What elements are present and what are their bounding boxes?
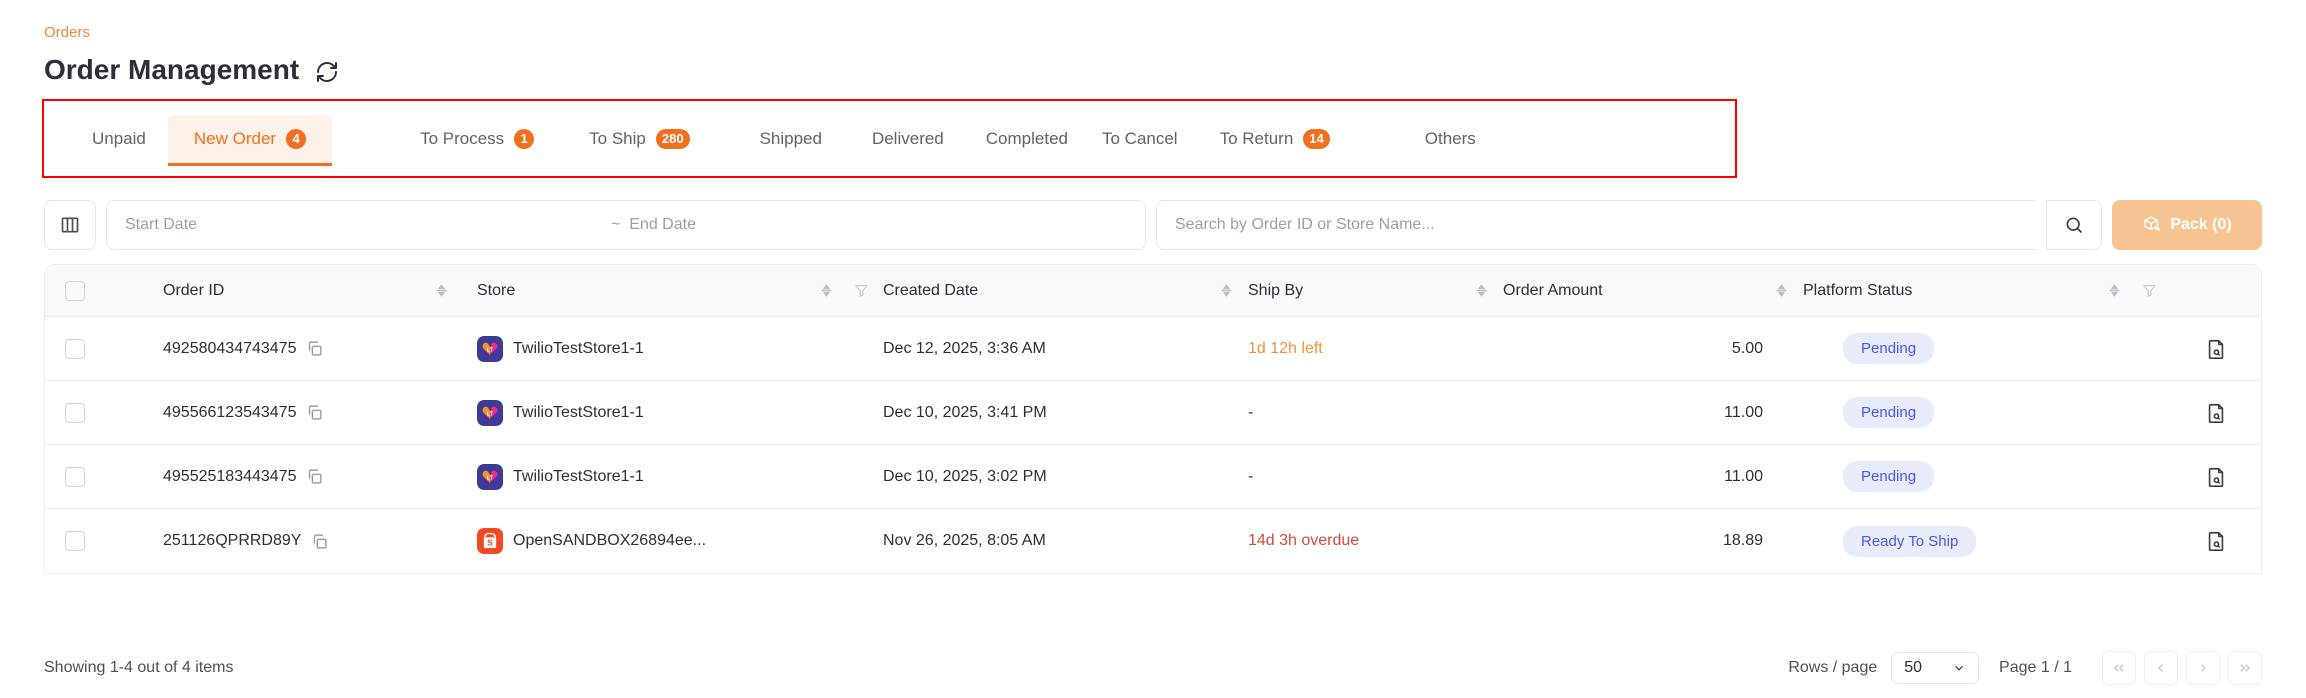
svg-text:LT: LT xyxy=(487,347,494,353)
svg-text:LT: LT xyxy=(487,475,494,481)
svg-text:S: S xyxy=(487,538,493,548)
svg-text:LT: LT xyxy=(487,411,494,417)
